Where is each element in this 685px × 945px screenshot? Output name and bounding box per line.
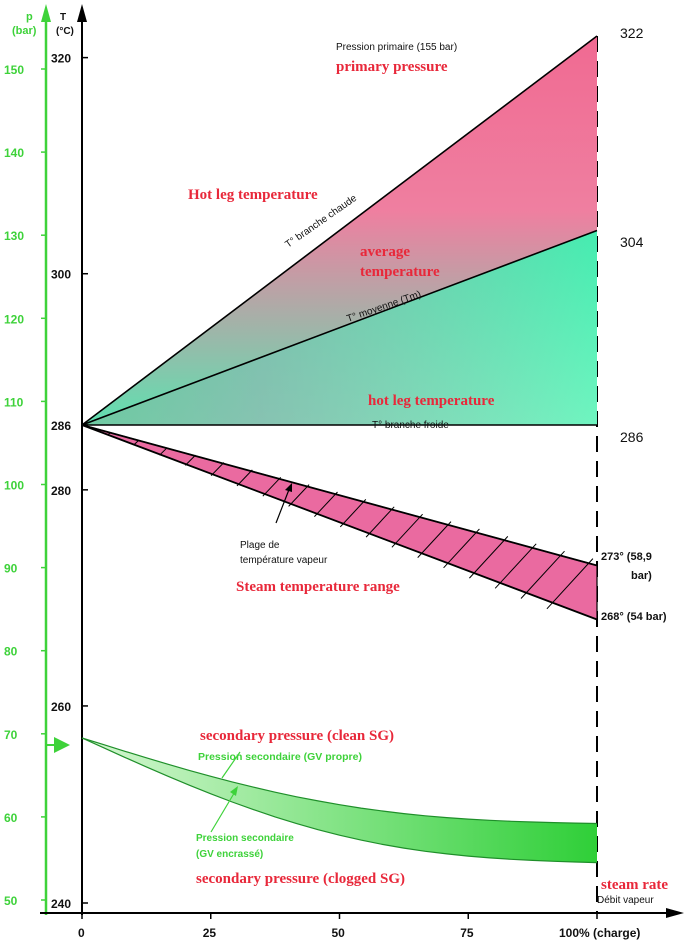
average-label-en-1: average	[360, 244, 410, 260]
axes	[40, 4, 684, 918]
pressure-axis-unit: (bar)	[12, 25, 37, 37]
cold-end-label: 286	[620, 429, 644, 445]
temperature-axis-unit: (°C)	[56, 26, 74, 37]
hatch-line	[546, 558, 594, 610]
pressure-tick-label: 50	[4, 894, 18, 908]
x-tick-label: 75	[460, 926, 474, 940]
hatch-line	[314, 491, 338, 517]
temperature-tick-label: 320	[51, 52, 71, 66]
hatch-line	[469, 536, 509, 579]
hatch-line	[365, 506, 395, 538]
primary-pressure-label-fr: Pression primaire (155 bar)	[336, 42, 457, 53]
hatch-line	[210, 462, 225, 477]
steam-hi-end-label-b: bar)	[631, 570, 652, 582]
sec-clog-label-fr-1: Pression secondaire	[196, 833, 294, 844]
hatch-line	[236, 469, 253, 487]
x-axis-arrow-icon	[666, 908, 684, 918]
annotations: Pression primaire (155 bar) primary pres…	[188, 42, 668, 906]
secondary-pressure-band	[82, 738, 597, 863]
pressure-tick-label: 110	[4, 395, 24, 409]
pressure-axis-arrow-icon	[41, 4, 51, 22]
x-tick-label: 0	[78, 926, 85, 940]
hatch-line	[262, 476, 282, 497]
x-tick-label: 50	[332, 926, 346, 940]
steam-lo-end-label: 268° (54 bar)	[601, 611, 667, 623]
pressure-axis-symbol: p	[26, 11, 33, 23]
sec-clog-pointer-head-icon	[230, 786, 238, 796]
sec-clean-line-label: Pression secondaire (GV propre)	[198, 751, 362, 763]
hot-end-label: 322	[620, 25, 644, 41]
end-value-labels: 322 304 286 273° (58,9 bar) 268° (54 bar…	[601, 25, 667, 623]
hatch-line	[184, 454, 196, 466]
pressure-tick-label: 80	[4, 645, 18, 659]
sec-clog-pointer	[210, 789, 237, 833]
hatch-line	[339, 499, 367, 528]
steam-range-label-en: Steam temperature range	[236, 579, 400, 595]
hatch-line	[494, 543, 537, 589]
cold-leg-label-en: hot leg temperature	[368, 393, 495, 409]
steam-range-label-fr-1: Plage de	[240, 540, 280, 551]
steam-range-pointer-head-icon	[285, 483, 292, 492]
pressure-tick-label: 120	[4, 312, 24, 326]
steam-rate-label-fr: Débit vapeur	[597, 895, 654, 906]
sec-clog-label-fr-2: (GV encrassé)	[196, 849, 263, 860]
temperature-tick-label: 280	[51, 484, 71, 498]
temperature-axis-symbol: T	[60, 12, 66, 23]
secondary-clogged-line	[81, 737, 598, 864]
hatch-line	[520, 550, 565, 599]
steam-range-label-fr-2: température vapeur	[240, 555, 328, 566]
pressure-tick-label: 150	[4, 63, 24, 77]
x-tick-label: 100% (charge)	[559, 926, 640, 940]
average-label-en-2: temperature	[360, 264, 440, 280]
steam-range-pointer	[275, 486, 291, 524]
steam-band-hatching	[107, 432, 594, 610]
series-lines	[81, 35, 598, 864]
temperature-axis-arrow-icon	[77, 4, 87, 22]
pressure-tick-label: 140	[4, 146, 24, 160]
sec-clean-pointer	[221, 751, 241, 779]
temperature-tick-label: 286	[51, 419, 71, 433]
x-tick-label: 25	[203, 926, 217, 940]
pressure-tick-label: 90	[4, 562, 18, 576]
hatch-line	[443, 528, 480, 569]
pressure-tick-label: 70	[4, 728, 18, 742]
steam-lo-line	[81, 424, 598, 621]
temperature-tick-label: 260	[51, 700, 71, 714]
steam-rate-label-en: steam rate	[601, 877, 668, 893]
pressure-tick-label: 130	[4, 229, 24, 243]
mean-temperature-line	[81, 229, 598, 426]
hatch-line	[391, 513, 423, 548]
steam-hi-end-label-a: 273° (58,9	[601, 551, 652, 563]
cold-line-label: T° branche froide	[372, 420, 449, 431]
pressure-tick-label: 100	[4, 479, 24, 493]
hatch-line	[288, 484, 310, 507]
tick-layer: 150 140 130 120 110 100 90 80 70 60 50 320 300 286 280…	[4, 52, 640, 940]
hatch-line	[417, 521, 452, 558]
mean-end-label: 304	[620, 234, 644, 250]
temperature-tick-label: 300	[51, 268, 71, 282]
secondary-clean-line	[81, 737, 598, 825]
hot-temperature-line	[81, 35, 598, 426]
pressure-tick-label: 60	[4, 811, 18, 825]
sec-clean-label-en: secondary pressure (clean SG)	[200, 728, 394, 744]
steam-hi-line	[81, 424, 598, 567]
primary-pressure-label-en: primary pressure	[336, 59, 448, 75]
temperature-tick-label: 240	[51, 897, 71, 911]
hot-leg-label-en: Hot leg temperature	[188, 187, 318, 203]
sec-clog-label-en: secondary pressure (clogged SG)	[196, 871, 405, 887]
